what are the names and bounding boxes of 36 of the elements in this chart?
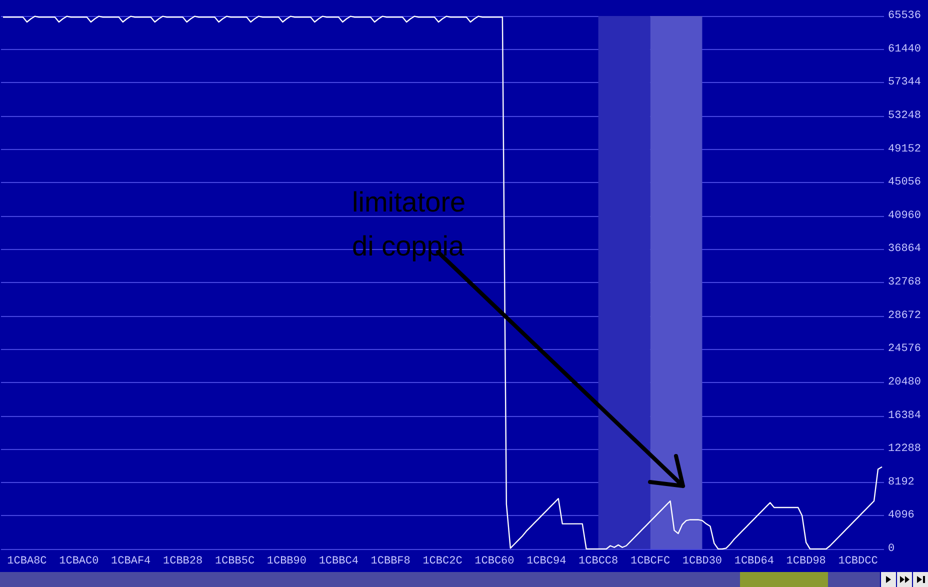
y-tick-label: 53248	[888, 110, 922, 122]
annotation: limitatore di coppia	[352, 186, 466, 262]
y-tick-label: 40960	[888, 210, 922, 222]
y-tick-label: 8192	[888, 476, 914, 488]
x-tick-label: 1CBAF4	[111, 556, 152, 568]
x-tick-label: 1CBB90	[266, 556, 306, 568]
x-tick-label: 1CBD98	[786, 556, 826, 568]
y-tick-label: 28672	[888, 310, 922, 322]
x-tick-label: 1CBC60	[474, 556, 514, 568]
line-series	[2, 16, 883, 550]
y-tick-label: 12288	[888, 443, 922, 456]
x-tick-label: 1CBB28	[162, 556, 203, 568]
x-tick-label: 1CBC2C	[422, 556, 463, 568]
x-tick-label: 1CBD30	[682, 556, 722, 568]
y-tick-label: 24576	[888, 343, 922, 356]
y-tick-label: 36864	[888, 243, 922, 256]
x-tick-label: 1CBD64	[734, 556, 774, 568]
x-tick-label: 1CBBF8	[370, 556, 410, 568]
y-tick-label: 49152	[888, 143, 922, 156]
y-tick-label: 57344	[888, 76, 922, 89]
x-tick-label: 1CBB5C	[214, 556, 255, 568]
y-tick-label: 45056	[888, 176, 922, 189]
x-tick-label: 1CBC94	[526, 556, 567, 568]
y-tick-label: 20480	[888, 376, 922, 388]
x-tick-label: 1CBBC4	[318, 556, 359, 568]
y-tick-label: 61440	[888, 43, 922, 56]
x-tick-label: 1CBCC8	[578, 556, 618, 568]
y-tick-label: 16384	[888, 410, 922, 422]
y-tick-label: 4096	[888, 510, 914, 522]
x-tick-label: 1CBDCC	[838, 556, 878, 568]
y-tick-label: 65536	[888, 10, 922, 22]
x-tick-label: 1CBA8C	[7, 556, 48, 568]
y-tick-label: 0	[888, 543, 895, 555]
x-tick-label: 1CBCFC	[630, 556, 670, 568]
y-tick-label: 32768	[888, 276, 922, 288]
x-tick-label: 1CBAC0	[59, 556, 99, 568]
